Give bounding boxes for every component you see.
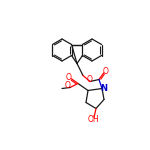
Text: O: O bbox=[103, 67, 109, 76]
Text: O: O bbox=[66, 73, 72, 82]
Text: O: O bbox=[65, 81, 71, 90]
Text: N: N bbox=[100, 84, 108, 93]
Text: OH: OH bbox=[87, 115, 99, 124]
Text: O: O bbox=[87, 75, 93, 84]
